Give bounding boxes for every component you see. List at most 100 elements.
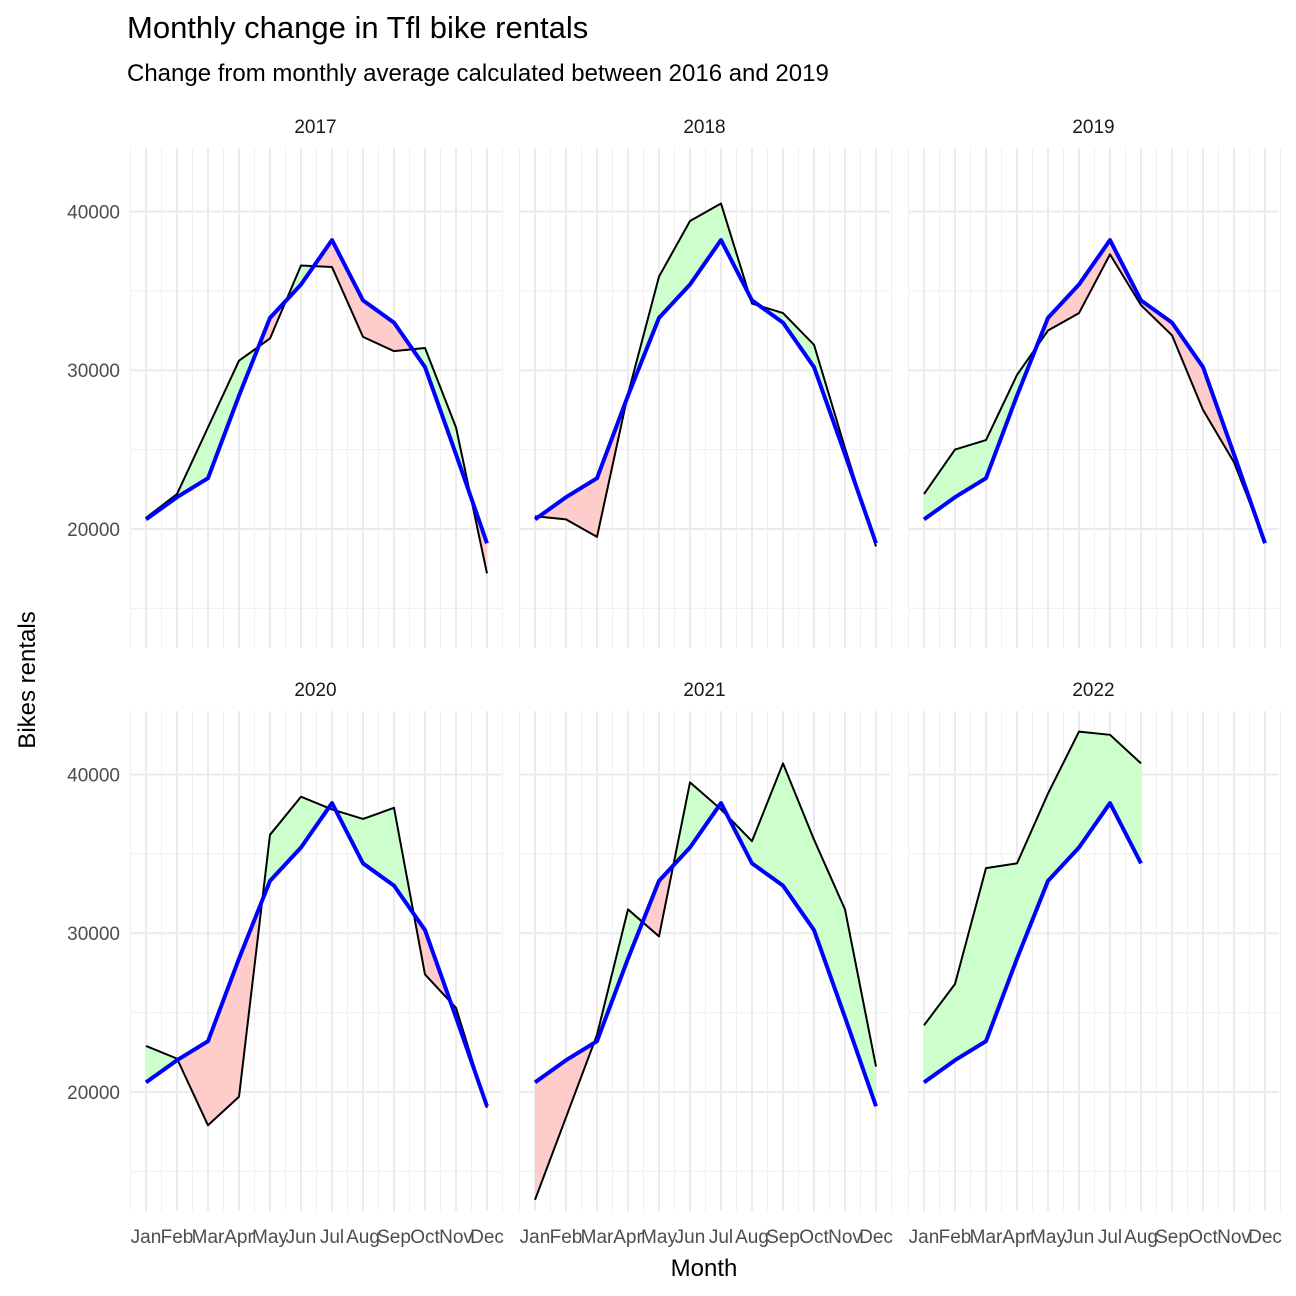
y-tick-label: 30000 [67, 924, 120, 945]
ribbon-above-average [845, 909, 876, 1107]
average-line-2017 [144, 238, 489, 544]
ribbon-above-average [759, 305, 783, 323]
ribbon-above-average [1110, 734, 1141, 864]
y-tick-label: 40000 [67, 765, 120, 786]
ribbon-above-average [814, 839, 845, 1018]
strip-label-2021: 2021 [683, 680, 725, 701]
y-tick-label: 30000 [67, 361, 120, 382]
panel-2018 [519, 148, 892, 648]
x-tick-label: Sep [377, 1227, 411, 1248]
x-tick-label: Aug [346, 1227, 380, 1248]
ribbon-below-average [566, 1043, 594, 1118]
ribbon-below-average [177, 1041, 208, 1126]
x-tick-label: Apr [613, 1227, 643, 1248]
x-tick-label: Jan [131, 1227, 162, 1248]
ribbon-above-average [924, 984, 955, 1083]
ribbon-above-average [986, 863, 1017, 1042]
ribbon-above-average [1048, 731, 1079, 881]
panel-2022 [908, 711, 1281, 1211]
ribbon-below-average [332, 240, 363, 337]
x-tick-label: Oct [799, 1227, 829, 1248]
x-tick-label: May [1030, 1227, 1066, 1248]
average-line-2020 [144, 801, 489, 1107]
x-tick-label: Apr [1002, 1227, 1032, 1248]
ribbon-above-average [673, 782, 690, 866]
x-tick-label: Mar [581, 1227, 614, 1248]
actual-line-2017 [145, 264, 488, 574]
strip-label-2022: 2022 [1072, 680, 1114, 701]
actual-line-2021 [534, 762, 877, 1201]
x-tick-label: Mar [192, 1227, 225, 1248]
ribbon-above-average [1079, 731, 1110, 848]
ribbon-above-average [1017, 793, 1048, 959]
average-line-2022 [922, 801, 1143, 1085]
x-tick-label: Jan [520, 1227, 551, 1248]
x-tick-label: May [641, 1227, 677, 1248]
strip-label-2018: 2018 [683, 117, 725, 138]
ribbon-below-average [1048, 284, 1079, 331]
y-tick-label: 20000 [67, 1083, 120, 1104]
actual-line-2019 [923, 253, 1266, 543]
average-line-2019 [922, 238, 1267, 544]
ribbon-below-average [1172, 322, 1203, 410]
x-axis-label: Month [671, 1255, 738, 1282]
x-tick-label: Nov [439, 1227, 473, 1248]
ribbon-above-average [270, 796, 301, 881]
x-tick-label: Feb [161, 1227, 194, 1248]
ribbon-below-average [535, 1060, 566, 1200]
ribbon-above-average [955, 440, 986, 498]
x-tick-label: Oct [410, 1227, 440, 1248]
x-tick-label: Aug [1124, 1227, 1158, 1248]
panel-2017 [130, 148, 503, 648]
ribbon-below-average [1079, 240, 1110, 314]
x-tick-label: Apr [224, 1227, 254, 1248]
x-tick-label: Nov [1217, 1227, 1251, 1248]
ribbon-above-average [659, 221, 690, 318]
x-tick-label: Jun [675, 1227, 706, 1248]
ribbon-below-average [363, 300, 394, 352]
chart-title: Monthly change in Tfl bike rentals [127, 10, 589, 45]
actual-line-2018 [534, 202, 877, 547]
x-tick-label: Sep [766, 1227, 800, 1248]
panel-background [130, 711, 501, 1211]
x-tick-label: Dec [859, 1227, 893, 1248]
x-tick-label: Feb [550, 1227, 583, 1248]
ribbon-above-average [363, 807, 394, 886]
x-tick-label: Jan [909, 1227, 940, 1248]
x-tick-label: Jun [286, 1227, 317, 1248]
x-tick-label: May [252, 1227, 288, 1248]
strip-label-2020: 2020 [294, 680, 336, 701]
chart-subtitle: Change from monthly average calculated b… [127, 60, 829, 87]
ribbon-below-average [208, 958, 239, 1126]
x-tick-label: Feb [939, 1227, 972, 1248]
actual-line-2022 [923, 730, 1142, 1026]
x-tick-label: Mar [970, 1227, 1003, 1248]
ribbon-above-average [146, 1045, 177, 1083]
x-tick-label: Dec [470, 1227, 504, 1248]
x-tick-label: Jul [320, 1227, 344, 1248]
ribbon-above-average [783, 763, 814, 931]
ribbon-above-average [752, 763, 783, 886]
x-tick-label: Nov [828, 1227, 862, 1248]
panel-background [908, 148, 1279, 648]
ribbon-above-average [208, 360, 239, 479]
ribbon-above-average [955, 868, 986, 1061]
strip-label-2019: 2019 [1072, 117, 1114, 138]
x-tick-label: Oct [1188, 1227, 1218, 1248]
x-tick-label: Jul [709, 1227, 733, 1248]
x-tick-label: Sep [1155, 1227, 1189, 1248]
x-tick-label: Aug [735, 1227, 769, 1248]
y-tick-label: 40000 [67, 202, 120, 223]
actual-line-2020 [145, 795, 488, 1127]
panel-2020 [130, 711, 503, 1211]
strip-label-2017: 2017 [294, 117, 336, 138]
panel-2019 [908, 148, 1281, 648]
average-line-2021 [533, 801, 878, 1107]
x-tick-label: Jul [1098, 1227, 1122, 1248]
x-tick-label: Jun [1064, 1227, 1095, 1248]
average-line-2018 [533, 238, 878, 544]
x-tick-label: Dec [1248, 1227, 1282, 1248]
ribbon-above-average [690, 203, 721, 285]
